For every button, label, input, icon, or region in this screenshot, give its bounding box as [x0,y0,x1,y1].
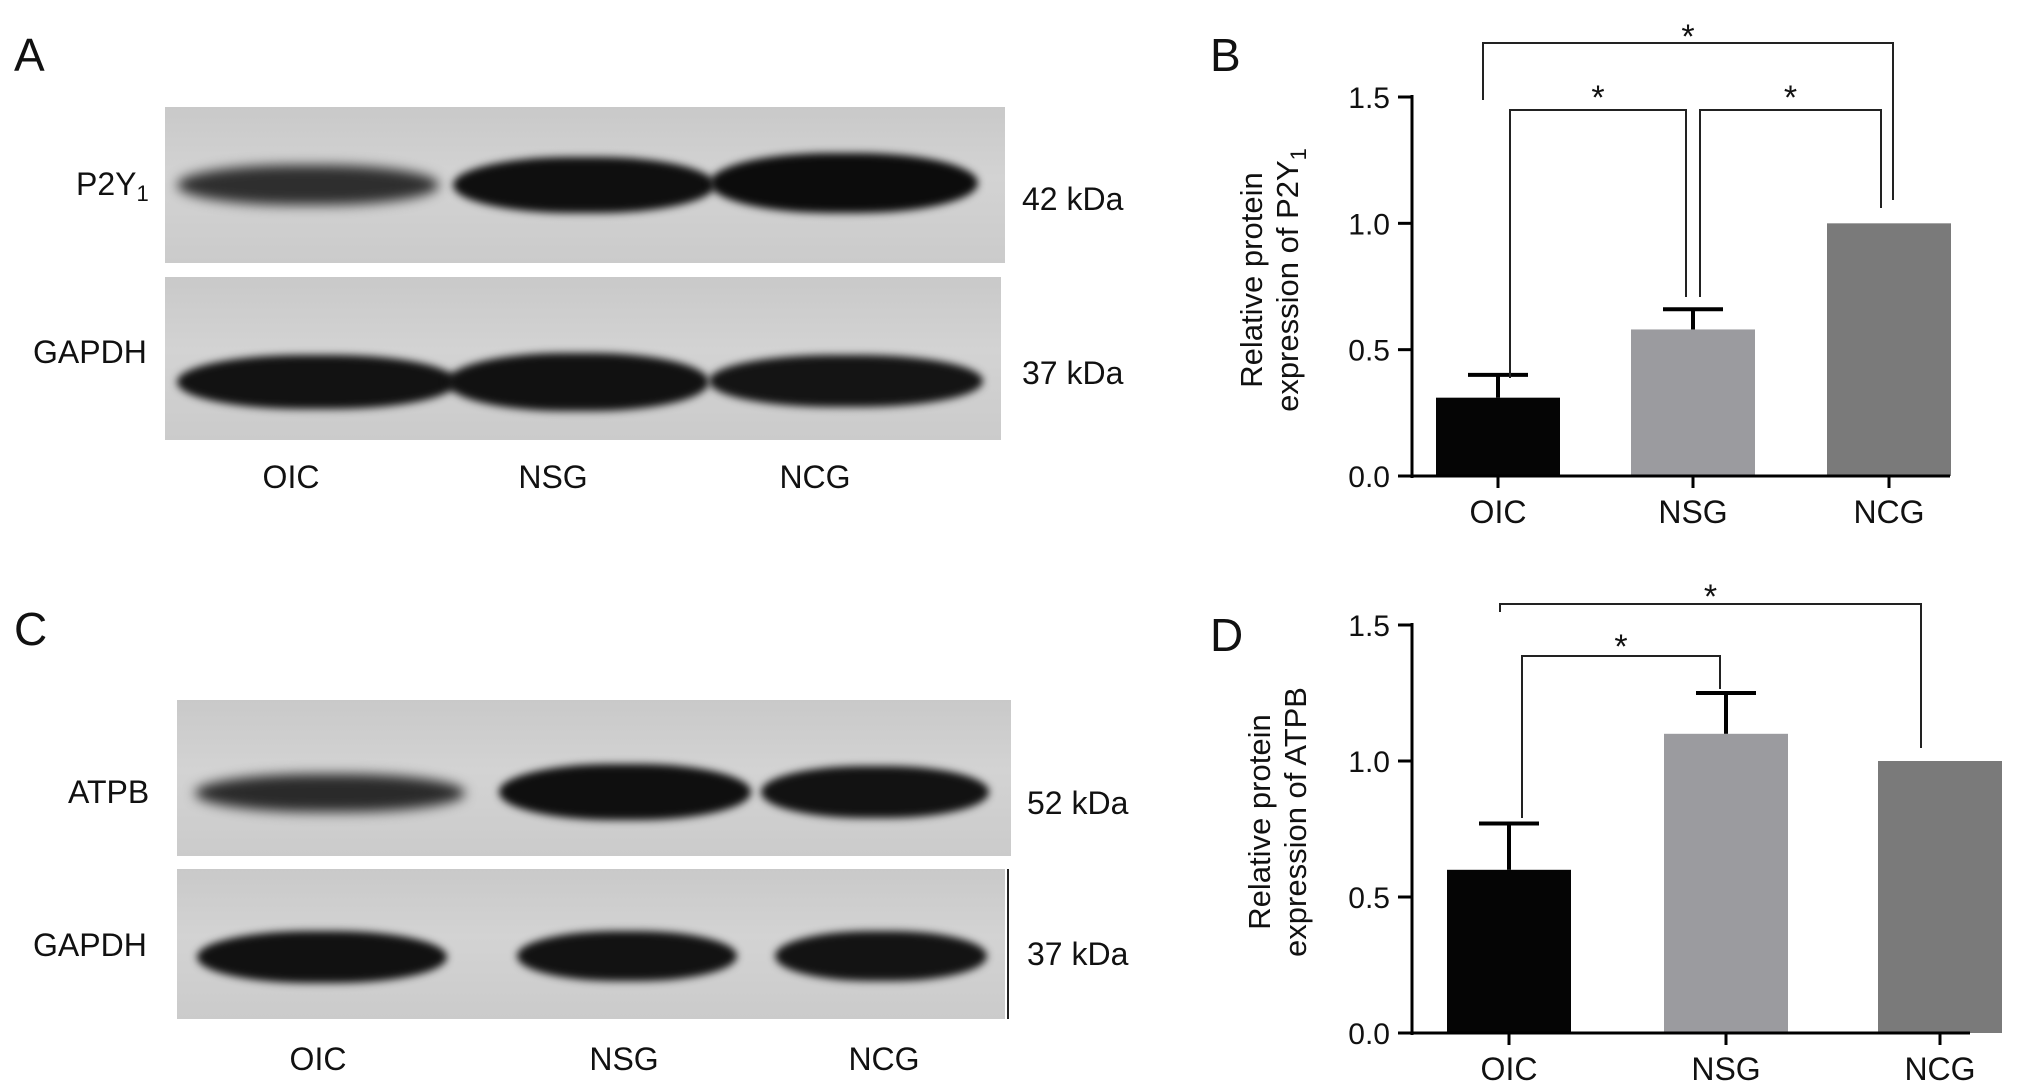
panel-letter-d: D [1210,609,1244,661]
protein-label-gapdh-a: GAPDH [33,334,147,370]
lane-label-ncg-c: NCG [848,1041,920,1077]
significance-star: * [1614,628,1627,666]
x-tick-label: OIC [1470,494,1527,530]
y-axis-label-subscript: 1 [1286,148,1311,160]
kda-label-p2y1: 42 kDa [1022,181,1124,217]
x-tick-label: NSG [1658,494,1727,530]
blot-strip-gapdh-a [165,277,1001,440]
protein-label-gapdh-c: GAPDH [33,927,147,963]
bar [1436,397,1560,476]
blot-band [453,157,715,213]
blot-band [499,764,751,820]
y-tick-label: 0.5 [1348,882,1390,915]
significance-star: * [1591,79,1604,117]
y-tick-label: 1.0 [1348,746,1390,779]
blot-band [761,766,989,818]
lane-label-nsg-c: NSG [589,1041,659,1077]
y-axis-label-line1: Relative protein [1242,714,1277,929]
kda-label-gapdh-a: 37 kDa [1022,355,1124,391]
y-tick-label: 1.5 [1348,82,1390,115]
significance-bracket [1499,603,1922,748]
blot-strip-atpb [177,700,1011,856]
y-axis-label-line1: Relative protein [1234,172,1269,387]
blot-strip-p2y1 [165,107,1005,263]
blot-strip-gapdh-c [177,869,1005,1019]
y-tick-label: 0.0 [1348,1018,1390,1051]
blot-band [517,931,737,981]
blot-band [447,353,709,411]
blot-band [177,165,439,205]
panel-letter-c: C [14,603,48,655]
y-axis-label-line2: expression of ATPB [1278,687,1313,957]
significance-star: * [1704,578,1717,616]
protein-label-atpb: ATPB [68,774,150,810]
y-tick-label: 0.0 [1348,461,1390,494]
x-tick-label: NSG [1691,1051,1760,1087]
lane-label-oic-a: OIC [262,459,320,495]
blot-band [775,931,987,981]
significance-bracket [1699,109,1882,297]
significance-bracket [1482,42,1894,200]
blot-band [177,355,457,409]
bar [1827,223,1951,476]
blot-band [197,931,447,983]
significance-star: * [1784,79,1797,117]
panel-letter-a: A [14,29,45,81]
protein-label-p2y1: P2Y1 [76,166,149,206]
chart-panel-b: 0.0 0.5 1.0 1.5 OIC NSG NCG Relative proteinexp… [1234,18,1951,530]
lane-label-ncg-a: NCG [779,459,851,495]
significance-star: * [1681,18,1694,56]
bar [1664,733,1788,1033]
y-tick-label: 1.0 [1348,208,1390,241]
x-tick-label: NCG [1904,1051,1975,1087]
y-axis-label: Relative proteinexpression of ATPB [1242,687,1313,957]
kda-label-atpb: 52 kDa [1027,785,1129,821]
blot-band [710,153,978,213]
kda-label-gapdh-c: 37 kDa [1027,936,1129,972]
y-tick-label: 1.5 [1348,610,1390,643]
lane-label-nsg-a: NSG [518,459,588,495]
y-axis-label: Relative proteinexpression of P2Y1 [1234,148,1311,412]
bar [1878,761,2002,1033]
x-tick-label: OIC [1481,1051,1538,1087]
lane-label-oic-c: OIC [289,1041,347,1077]
x-tick-label: NCG [1853,494,1924,530]
significance-bracket [1509,109,1687,378]
chart-panel-d: 0.0 0.5 1.0 1.5 OIC NSG NCG Relative proteinexp… [1242,578,2002,1087]
blot-band [195,774,465,812]
bar [1631,329,1755,476]
y-tick-label: 0.5 [1348,335,1390,368]
significance-bracket [1521,655,1721,818]
y-axis-label-line2: expression of P2Y [1270,160,1305,412]
panel-letter-b: B [1210,29,1241,81]
bar [1447,869,1571,1033]
blot-band [709,355,983,407]
blot-divider-line [1007,869,1009,1019]
